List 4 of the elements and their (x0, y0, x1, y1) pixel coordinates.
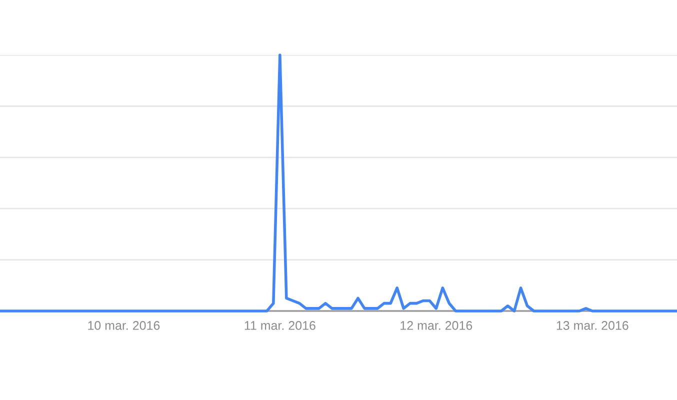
x-tick-label: 11 mar. 2016 (244, 321, 316, 330)
x-tick-label: 10 mar. 2016 (88, 321, 160, 330)
x-tick-label: 13 mar. 2016 (556, 321, 628, 330)
x-tick-label: 12 mar. 2016 (400, 321, 472, 330)
